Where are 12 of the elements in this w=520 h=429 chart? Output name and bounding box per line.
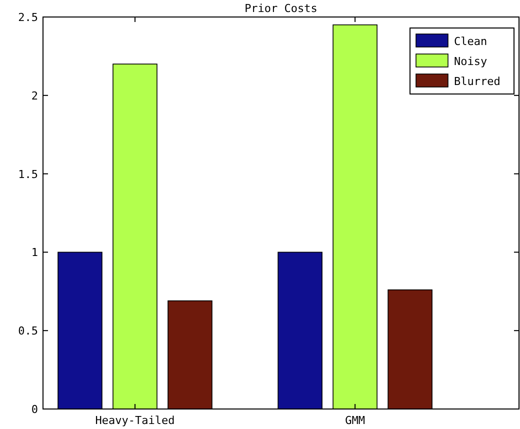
chart-title: Prior Costs <box>244 2 318 15</box>
legend-label: Clean <box>454 35 488 48</box>
y-tick-label: 1.5 <box>18 168 38 181</box>
legend-label: Blurred <box>454 75 500 88</box>
legend-label: Noisy <box>454 55 488 68</box>
y-tick-label: 2.5 <box>18 11 38 24</box>
x-tick-label: Heavy-Tailed <box>95 414 175 427</box>
y-tick-label: 1 <box>31 246 38 260</box>
y-tick-label: 0 <box>31 403 38 416</box>
x-tick-label: GMM <box>345 414 366 427</box>
y-tick-label: 2 <box>31 89 38 102</box>
y-tick-label: 0.5 <box>18 324 38 338</box>
